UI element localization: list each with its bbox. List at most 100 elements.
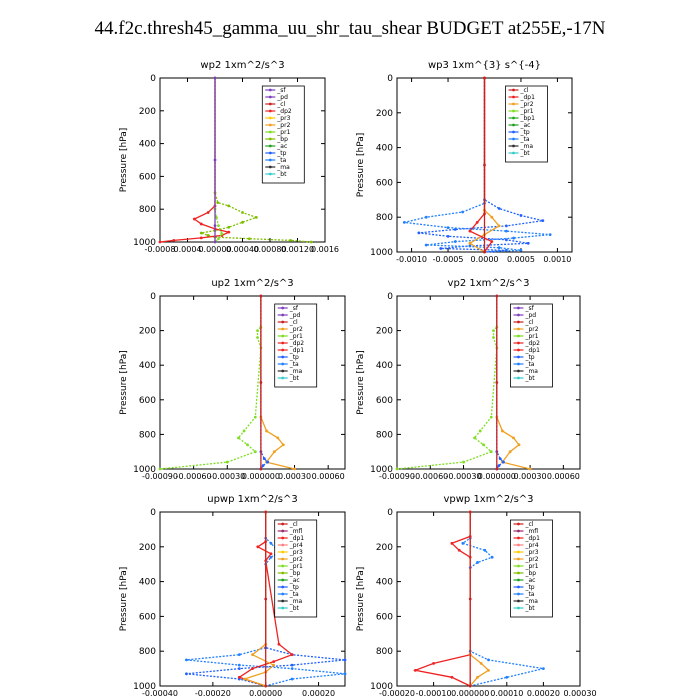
legend-marker <box>517 348 520 352</box>
x-tick-label: -0.00060 <box>176 472 212 481</box>
panel-title: wp2 1xm^2/s^3 <box>200 60 284 71</box>
legend-label: _dp1 <box>289 347 305 354</box>
legend-marker <box>281 529 285 533</box>
data-point-pr2 <box>490 215 494 219</box>
legend-label: _sf <box>289 305 299 312</box>
legend-marker <box>281 606 285 610</box>
legend-label: _pr1 <box>289 563 303 570</box>
y-tick-label: 200 <box>376 543 393 553</box>
data-point-cl <box>483 163 486 167</box>
data-point-pr2 <box>517 443 521 447</box>
data-point-ta <box>505 675 509 679</box>
legend-marker <box>281 592 285 596</box>
data-point-dp1 <box>457 548 461 552</box>
legend-marker <box>281 362 285 366</box>
data-point-ta <box>504 229 508 233</box>
data-point-pr1 <box>242 429 246 433</box>
legend-label: _cl <box>520 87 529 94</box>
data-point-tp <box>417 231 421 235</box>
x-tick-label: -0.00040 <box>142 689 178 698</box>
data-point-sf <box>213 158 217 162</box>
legend-marker <box>281 369 285 373</box>
series-line-tp <box>186 512 346 687</box>
legend-marker <box>512 102 515 106</box>
legend-marker <box>512 109 515 113</box>
x-tick-label: 0.00020 <box>527 689 560 698</box>
series-line-dp1 <box>412 512 471 687</box>
data-point-pr1 <box>217 237 220 241</box>
legend-marker <box>281 341 285 345</box>
data-point-tp <box>502 460 505 464</box>
legend-label: _sf <box>276 87 286 94</box>
x-tick-label: -0.00090 <box>379 472 415 481</box>
legend-label: _pd <box>524 312 536 319</box>
y-tick-label: 1000 <box>370 465 393 475</box>
data-point-dp1 <box>272 660 276 664</box>
x-tick-label: -0.00030 <box>209 472 245 481</box>
data-point-pr2 <box>276 436 280 440</box>
y-tick-label: 1000 <box>370 248 393 258</box>
y-tick-label: 400 <box>376 144 393 154</box>
legend-marker <box>517 564 520 568</box>
x-tick-label: -0.00010 <box>416 689 452 698</box>
data-point-ta <box>424 243 428 247</box>
legend-label: _pr2 <box>520 101 534 108</box>
legend-marker <box>281 578 285 582</box>
legend-marker <box>517 543 520 547</box>
y-tick-label: 400 <box>139 361 156 371</box>
y-tick-label: 400 <box>139 140 156 150</box>
legend-marker <box>281 306 285 310</box>
legend-marker <box>281 557 285 561</box>
data-point-tp <box>439 247 443 250</box>
data-point-dp1 <box>490 240 494 243</box>
data-point-cl <box>259 294 263 298</box>
data-point-dp2 <box>227 230 231 234</box>
legend-marker <box>268 165 272 169</box>
panel-title: vpwp 1xm^2/s^3 <box>443 494 533 505</box>
legend-marker <box>517 376 520 380</box>
data-point-pr1 <box>256 336 259 339</box>
data-point-tp <box>497 207 501 210</box>
y-tick-label: 600 <box>139 396 156 406</box>
data-point-pr2 <box>265 429 268 433</box>
data-point-bp <box>227 225 231 229</box>
x-tick-label: 0.0005 <box>507 255 535 264</box>
legend-marker <box>281 313 285 317</box>
data-point-ta <box>487 658 490 662</box>
data-point-cl <box>495 381 499 384</box>
data-point-pr2 <box>512 436 515 440</box>
legend-label: _bt <box>289 605 300 612</box>
data-point-tp <box>504 224 508 228</box>
y-tick-label: 600 <box>139 172 156 182</box>
legend-marker <box>281 571 285 575</box>
data-point-pr2 <box>487 668 490 672</box>
x-tick-label: 0.00040 <box>226 245 259 254</box>
legend-label: _cl <box>289 521 298 528</box>
data-point-ta <box>519 248 523 252</box>
legend-marker <box>512 144 515 148</box>
data-point-pr2 <box>528 467 532 471</box>
legend-label: _dp1 <box>524 535 540 542</box>
legend-label: _ac <box>289 577 300 584</box>
legend-marker <box>268 95 272 99</box>
data-point-cl <box>264 510 268 514</box>
data-point-cl <box>483 250 486 254</box>
data-point-dp1 <box>269 552 273 556</box>
legend-box <box>505 85 548 163</box>
legend-label: _pr4 <box>524 542 538 549</box>
x-tick-label: 0.00000 <box>249 689 282 698</box>
legend-label: _pr1 <box>524 333 538 340</box>
legend-label: _bp <box>276 136 288 143</box>
y-tick-label: 800 <box>139 205 156 215</box>
data-point-tp <box>343 658 347 662</box>
y-tick-label: 0 <box>150 508 156 518</box>
data-point-bp <box>206 234 210 237</box>
data-point-ta <box>237 663 241 667</box>
legend-marker <box>268 102 272 106</box>
y-axis-label: Pressure [hPa] <box>119 350 129 415</box>
legend-label: _bt <box>289 375 300 382</box>
data-point-pr2 <box>272 663 276 667</box>
data-point-cl <box>259 467 263 471</box>
legend-label: _ma <box>524 368 538 375</box>
legend-marker <box>517 529 520 533</box>
